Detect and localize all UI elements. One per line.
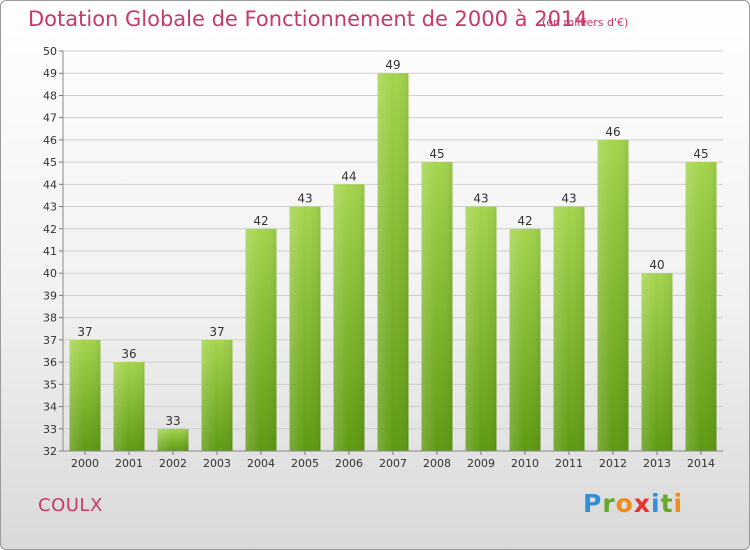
commune-name: COULX: [38, 495, 103, 516]
y-tick-label: 38: [43, 312, 57, 325]
logo-letter: i: [651, 489, 661, 518]
data-labels: 37 36 33 37 42 43 44 49 45 43 42 43 46 40 45: [77, 58, 708, 428]
data-label-2008: 45: [429, 147, 444, 161]
y-tick-label: 41: [43, 245, 57, 258]
x-tick-label-2006: 2006: [335, 457, 363, 470]
logo-letter: t: [660, 489, 674, 518]
y-tick-label: 32: [43, 445, 57, 458]
bar-shade-2005: [289, 206, 321, 451]
y-tick-label: 45: [43, 156, 57, 169]
bar-shade-2001: [113, 362, 145, 451]
y-tick-label: 34: [43, 401, 57, 414]
bars: [69, 73, 717, 452]
data-label-2011: 43: [561, 192, 576, 206]
bar-shade-2003: [201, 339, 233, 451]
logo-letter: P: [583, 489, 603, 518]
x-tick-label-2003: 2003: [203, 457, 231, 470]
y-tick-label: 40: [43, 267, 57, 280]
bar-shade-2013: [641, 273, 673, 451]
bar-shade-2006: [333, 184, 365, 452]
data-label-2001: 36: [121, 347, 136, 361]
x-tick-label-2010: 2010: [511, 457, 539, 470]
bar-shade-2000: [69, 339, 101, 451]
data-label-2005: 43: [297, 192, 312, 206]
bar-shade-2009: [465, 206, 497, 451]
logo-letter: i: [673, 489, 684, 518]
y-tick-label: 50: [43, 45, 57, 58]
bar-shade-2007: [377, 73, 409, 451]
data-label-2004: 42: [253, 214, 268, 228]
logo-letter: x: [633, 489, 651, 518]
y-tick-label: 49: [43, 67, 57, 80]
data-label-2012: 46: [605, 125, 620, 139]
y-tick-label: 42: [43, 223, 57, 236]
logo-letter: r: [602, 489, 616, 518]
unit-note: (en milliers d'€): [542, 16, 629, 29]
x-tick-label-2013: 2013: [643, 457, 671, 470]
data-label-2013: 40: [649, 258, 664, 272]
y-tick-label: 36: [43, 356, 57, 369]
data-label-2009: 43: [473, 192, 488, 206]
x-tick-label-2004: 2004: [247, 457, 275, 470]
data-label-2006: 44: [341, 169, 356, 183]
axes: [62, 51, 723, 452]
x-tick-label-2002: 2002: [159, 457, 187, 470]
bar-shade-2002: [157, 428, 189, 451]
y-tick-label: 35: [43, 378, 57, 391]
bar-shade-2014: [685, 162, 717, 451]
y-tick-label: 46: [43, 134, 57, 147]
bar-shade-2012: [597, 139, 629, 451]
x-tick-label-2011: 2011: [555, 457, 583, 470]
logo-letter: o: [615, 489, 634, 518]
data-label-2003: 37: [209, 325, 224, 339]
x-tick-label-2000: 2000: [71, 457, 99, 470]
data-label-2007: 49: [385, 58, 400, 72]
y-tick-label: 48: [43, 89, 57, 102]
bar-shade-2010: [509, 228, 541, 451]
x-tick-labels: 2000 2001 2002 2003 2004 2005 2006 2007 2008 2009…: [71, 451, 715, 470]
data-label-2010: 42: [517, 214, 532, 228]
y-tick-label: 37: [43, 334, 57, 347]
data-label-2014: 45: [693, 147, 708, 161]
data-label-2002: 33: [165, 414, 180, 428]
x-tick-label-2007: 2007: [379, 457, 407, 470]
bar-shade-2004: [245, 228, 277, 451]
x-tick-label-2001: 2001: [115, 457, 143, 470]
y-tick-label: 47: [43, 112, 57, 125]
x-tick-label-2014: 2014: [687, 457, 715, 470]
y-tick-label: 44: [43, 178, 57, 191]
bar-shade-2011: [553, 206, 585, 451]
y-tick-labels: 32 33 34 35 36 37 38 39 40 41 42 43 44 45 46 47 48 49 50: [43, 45, 63, 458]
proxiti-logo: Proxiti: [583, 489, 683, 518]
y-tick-label: 43: [43, 201, 57, 214]
x-tick-label-2012: 2012: [599, 457, 627, 470]
y-tick-label: 33: [43, 423, 57, 436]
x-tick-label-2005: 2005: [291, 457, 319, 470]
x-tick-label-2008: 2008: [423, 457, 451, 470]
bar-shade-2008: [421, 162, 453, 451]
chart-title: Dotation Globale de Fonctionnement de 20…: [28, 7, 588, 31]
x-tick-label-2009: 2009: [467, 457, 495, 470]
data-label-2000: 37: [77, 325, 92, 339]
y-tick-label: 39: [43, 289, 57, 302]
